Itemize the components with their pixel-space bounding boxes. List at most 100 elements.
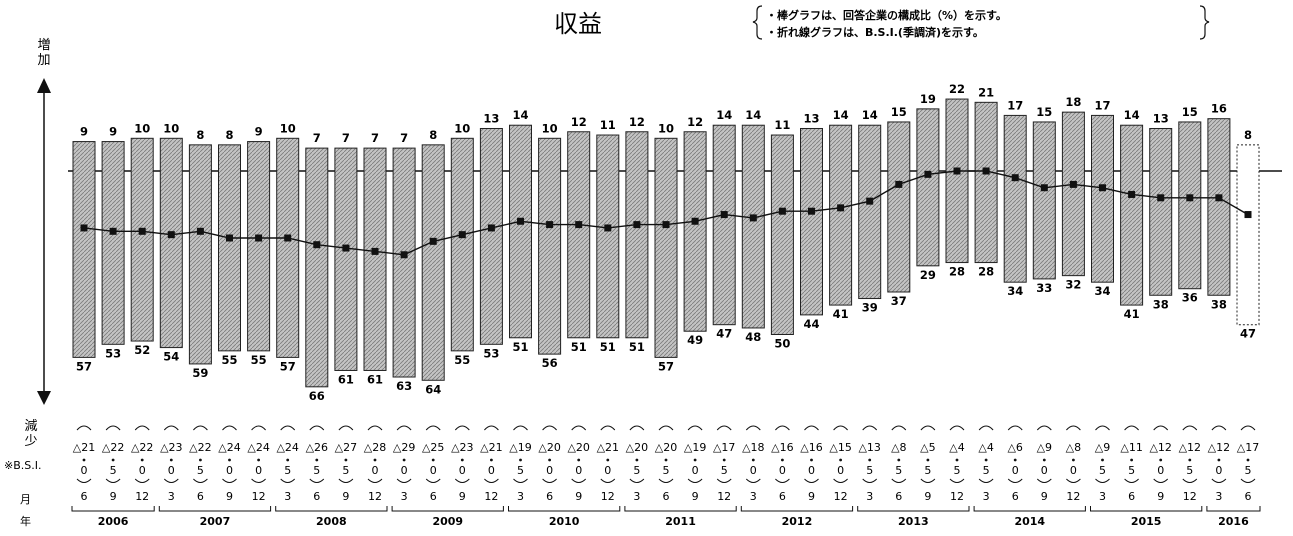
bsi-brace-bottom: [76, 478, 92, 483]
bsi-brace-bottom: [454, 478, 470, 483]
month-label: 3: [983, 490, 990, 503]
bsi-brace-top: [775, 425, 790, 431]
bars: [72, 98, 1260, 388]
decimal-dot: [169, 458, 173, 462]
month-label: 6: [546, 490, 553, 503]
decimal-dot: [955, 458, 959, 462]
bsi-brace-top: [658, 425, 674, 431]
bsi-decimal-label: 0: [81, 464, 88, 477]
bsi-decimal-label: 0: [837, 464, 844, 477]
month-label: 6: [1245, 490, 1252, 503]
bsi-brace-top: [425, 425, 441, 431]
bsi-value-label: △6: [1007, 441, 1022, 454]
bsi-value-label: △12: [1179, 441, 1201, 454]
bar: [858, 124, 882, 300]
month-label: 9: [575, 490, 582, 503]
bsi-marker: [167, 231, 175, 239]
bsi-brace-top: [687, 425, 703, 431]
bar-decrease-label: 52: [134, 343, 150, 357]
bsi-marker: [1186, 194, 1194, 202]
bar-increase-label: 13: [483, 111, 499, 125]
year-label: 2012: [782, 515, 813, 528]
bar: [916, 108, 940, 267]
bar: [770, 134, 794, 335]
bar-increase-label: 11: [774, 118, 790, 132]
bsi-value-label: △21: [597, 441, 619, 454]
bsi-marker: [80, 224, 88, 232]
bar-increase-label: 11: [600, 118, 616, 132]
bar: [421, 144, 445, 381]
decimal-dot: [722, 458, 726, 462]
bsi-brace-top: [571, 425, 587, 431]
bsi-decimal-label: 0: [139, 464, 146, 477]
y-axis: 増 加 減 少: [24, 38, 51, 449]
bsi-brace-top: [891, 425, 907, 431]
bsi-brace-top: [105, 425, 121, 431]
bsi-brace-bottom: [542, 478, 557, 483]
decimal-dot: [199, 458, 202, 462]
bsi-value-label: △9: [1037, 441, 1052, 454]
bar-increase-label: 14: [1124, 108, 1140, 122]
decimal-dot: [402, 458, 406, 462]
bsi-value-label: △24: [247, 441, 269, 454]
bsi-decimal-label: 0: [1070, 464, 1077, 477]
bar: [392, 147, 416, 378]
month-label: 3: [401, 490, 408, 503]
bsi-marker: [1157, 194, 1165, 202]
bsi-decimal-label: 5: [954, 464, 961, 477]
bar-increase-label: 21: [978, 85, 994, 99]
increase-label-1: 増: [37, 38, 50, 53]
bsi-decimal-label: 0: [430, 464, 437, 477]
bar: [712, 124, 736, 326]
bar-decrease-label: 61: [367, 372, 383, 386]
bar-decrease-label: 64: [425, 382, 441, 396]
note-bar: ・棒グラフは、回答企業の構成比（%）を示す。: [766, 8, 1007, 22]
bsi-marker: [342, 244, 350, 252]
bar-increase-label: 17: [1007, 98, 1023, 112]
bsi-decimal-label: 5: [721, 464, 728, 477]
bar-increase-label: 12: [571, 115, 587, 129]
bsi-brace-top: [1153, 425, 1169, 431]
bar-decrease-label: 63: [396, 379, 412, 393]
bar: [1178, 121, 1202, 290]
bsi-brace-bottom: [775, 478, 790, 483]
bsi-brace-bottom: [1211, 478, 1227, 483]
bsi-value-label: △12: [1208, 441, 1230, 454]
bsi-brace-bottom: [134, 478, 150, 483]
bar-decrease-label: 48: [745, 330, 761, 344]
bsi-decimal-label: 0: [372, 464, 379, 477]
bsi-brace-bottom: [600, 478, 616, 483]
bsi-brace-bottom: [891, 478, 907, 483]
bsi-brace-bottom: [833, 478, 848, 483]
decimal-dot: [926, 458, 930, 462]
bsi-brace-top: [1182, 425, 1198, 431]
year-bracket: [275, 506, 388, 512]
month-label: 12: [717, 490, 731, 503]
bar-decrease-label: 55: [454, 353, 470, 367]
month-label: 3: [517, 490, 524, 503]
decimal-dot: [751, 458, 755, 462]
bsi-brace-bottom: [396, 478, 412, 483]
bar-increase-label: 14: [862, 108, 878, 122]
bar: [741, 124, 765, 329]
bsi-decimal-label: 0: [1157, 464, 1164, 477]
bsi-value-label: △18: [742, 441, 764, 454]
bsi-decimal-label: 5: [313, 464, 320, 477]
decimal-dot: [1042, 458, 1046, 462]
bar-decrease-label: 66: [309, 389, 325, 403]
bsi-brace-top: [367, 425, 383, 431]
bar-decrease-label: 51: [600, 340, 616, 354]
bar: [887, 121, 911, 293]
bar: [683, 131, 707, 332]
decrease-label-2: 少: [24, 434, 37, 449]
bsi-value-label: △23: [160, 441, 182, 454]
decimal-dot: [868, 458, 872, 462]
bar-increase-label: 18: [1065, 95, 1081, 109]
bsi-marker: [575, 221, 583, 229]
bar: [945, 98, 969, 264]
bsi-brace-bottom: [251, 478, 266, 483]
month-label: 9: [1157, 490, 1164, 503]
month-label: 3: [1215, 490, 1222, 503]
bsi-marker: [196, 227, 204, 235]
bsi-value-label: △19: [509, 441, 531, 454]
